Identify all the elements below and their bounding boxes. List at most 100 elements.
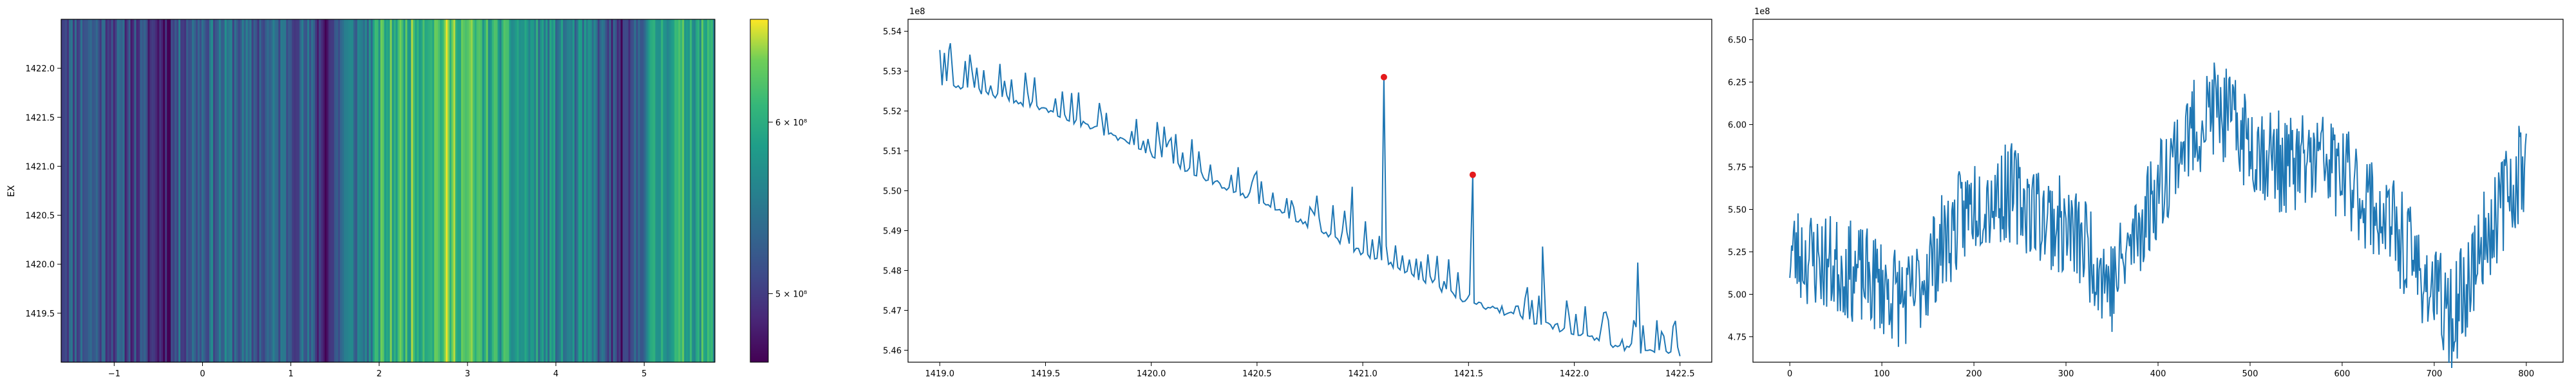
heatmap-cell — [530, 19, 533, 362]
y-tick-label: 5.50 — [883, 187, 902, 197]
x-tick-label: 1422.5 — [1665, 369, 1695, 379]
colorbar-tick-label: 6 × 10⁸ — [775, 118, 807, 128]
heatmap-cell — [459, 19, 462, 362]
x-tick-label: 0 — [200, 369, 205, 379]
heatmap-cell — [451, 19, 454, 362]
heatmap-cell — [690, 19, 692, 362]
heatmap-cell — [209, 19, 212, 362]
heatmap-cell — [460, 19, 464, 362]
heatmap-cell — [265, 19, 268, 362]
heatmap-cell — [591, 19, 594, 362]
heatmap-cell — [343, 19, 346, 362]
heatmap-cell — [587, 19, 591, 362]
y-tick-label: 5.50 — [1728, 206, 1747, 216]
heatmap-cell — [580, 19, 583, 362]
heatmap-cell — [482, 19, 485, 362]
heatmap-cell — [134, 19, 137, 362]
middle-series-line — [939, 42, 1681, 356]
middle-markers — [1380, 73, 1476, 178]
y-tick-label: 5.48 — [883, 266, 902, 276]
heatmap-cell — [657, 19, 660, 362]
heatmap-cell — [321, 19, 323, 362]
x-tick-label: 1419.5 — [1031, 369, 1061, 379]
heatmap-cell — [136, 19, 139, 362]
heatmap-cell — [497, 19, 500, 362]
heatmap-cell — [80, 19, 83, 362]
heatmap-cell — [426, 19, 429, 362]
heatmap-cell — [115, 19, 118, 362]
heatmap-cell — [491, 19, 495, 362]
heatmap-cell — [707, 19, 710, 362]
x-tick-label: 1 — [288, 369, 293, 379]
heatmap-cell — [307, 19, 310, 362]
heatmap-cell — [299, 19, 302, 362]
heatmap-cell — [713, 19, 715, 362]
heatmap-cell — [663, 19, 665, 362]
heatmap-cell — [609, 19, 612, 362]
heatmap-cells — [61, 19, 715, 362]
heatmap-cell — [395, 19, 399, 362]
heatmap-cell — [78, 19, 81, 362]
heatmap-cell — [709, 19, 712, 362]
heatmap-cell — [651, 19, 654, 362]
heatmap-cell — [163, 19, 166, 362]
heatmap-cell — [378, 19, 381, 362]
heatmap-cell — [171, 19, 173, 362]
heatmap-cell — [111, 19, 114, 362]
heatmap-cell — [528, 19, 531, 362]
y-tick-label: 5.46 — [883, 346, 902, 356]
heatmap-cell — [176, 19, 179, 362]
heatmap-cell — [434, 19, 437, 362]
y-tick-label: 1420.0 — [26, 261, 55, 270]
x-tick-label: −1 — [108, 369, 120, 379]
x-tick-label: 400 — [2150, 369, 2166, 379]
x-tick-label: 300 — [2058, 369, 2074, 379]
colorbar-ticks: 5 × 10⁸ 6 × 10⁸ — [768, 118, 807, 299]
heatmap-cell — [520, 19, 524, 362]
heatmap-cell — [118, 19, 122, 362]
heatmap-cell — [184, 19, 187, 362]
heatmap-cell — [351, 19, 354, 362]
heatmap-cell — [222, 19, 225, 362]
heatmap-cell — [555, 19, 558, 362]
heatmap-cell — [149, 19, 152, 362]
heatmap-cell — [341, 19, 345, 362]
heatmap-cell — [563, 19, 565, 362]
heatmap-cell — [216, 19, 220, 362]
heatmap-cell — [251, 19, 254, 362]
heatmap-cell — [513, 19, 516, 362]
heatmap-cell — [270, 19, 273, 362]
heatmap-cell — [315, 19, 317, 362]
y-tick-label: 5.00 — [1728, 290, 1747, 300]
heatmap-cell — [453, 19, 456, 362]
x-tick-label: 600 — [2334, 369, 2350, 379]
heatmap-cell — [180, 19, 183, 362]
heatmap-cell — [303, 19, 306, 362]
heatmap-cell — [647, 19, 650, 362]
heatmap-cell — [488, 19, 491, 362]
heatmap-cell — [86, 19, 89, 362]
heatmap-cell — [571, 19, 573, 362]
heatmap-cell — [72, 19, 75, 362]
heatmap-cell — [173, 19, 175, 362]
heatmap-cell — [284, 19, 287, 362]
heatmap-cell — [165, 19, 167, 362]
x-tick-label: 5 — [641, 369, 647, 379]
heatmap-cell — [584, 19, 587, 362]
heatmap-cell — [282, 19, 285, 362]
y-tick-label: 1420.5 — [26, 212, 55, 221]
heatmap-cell — [317, 19, 319, 362]
heatmap-cell — [278, 19, 281, 362]
heatmap-cell — [182, 19, 185, 362]
heatmap-cell — [589, 19, 592, 362]
x-tick-label: 200 — [1966, 369, 1982, 379]
y-tick-label: 6.25 — [1728, 78, 1747, 88]
heatmap-cell — [544, 19, 546, 362]
heatmap-cell — [230, 19, 233, 362]
x-tick-label: 1420.5 — [1242, 369, 1272, 379]
heatmap-cell — [622, 19, 625, 362]
heatmap-cell — [630, 19, 633, 362]
highlight-marker — [1469, 171, 1476, 178]
heatmap-cell — [569, 19, 571, 362]
